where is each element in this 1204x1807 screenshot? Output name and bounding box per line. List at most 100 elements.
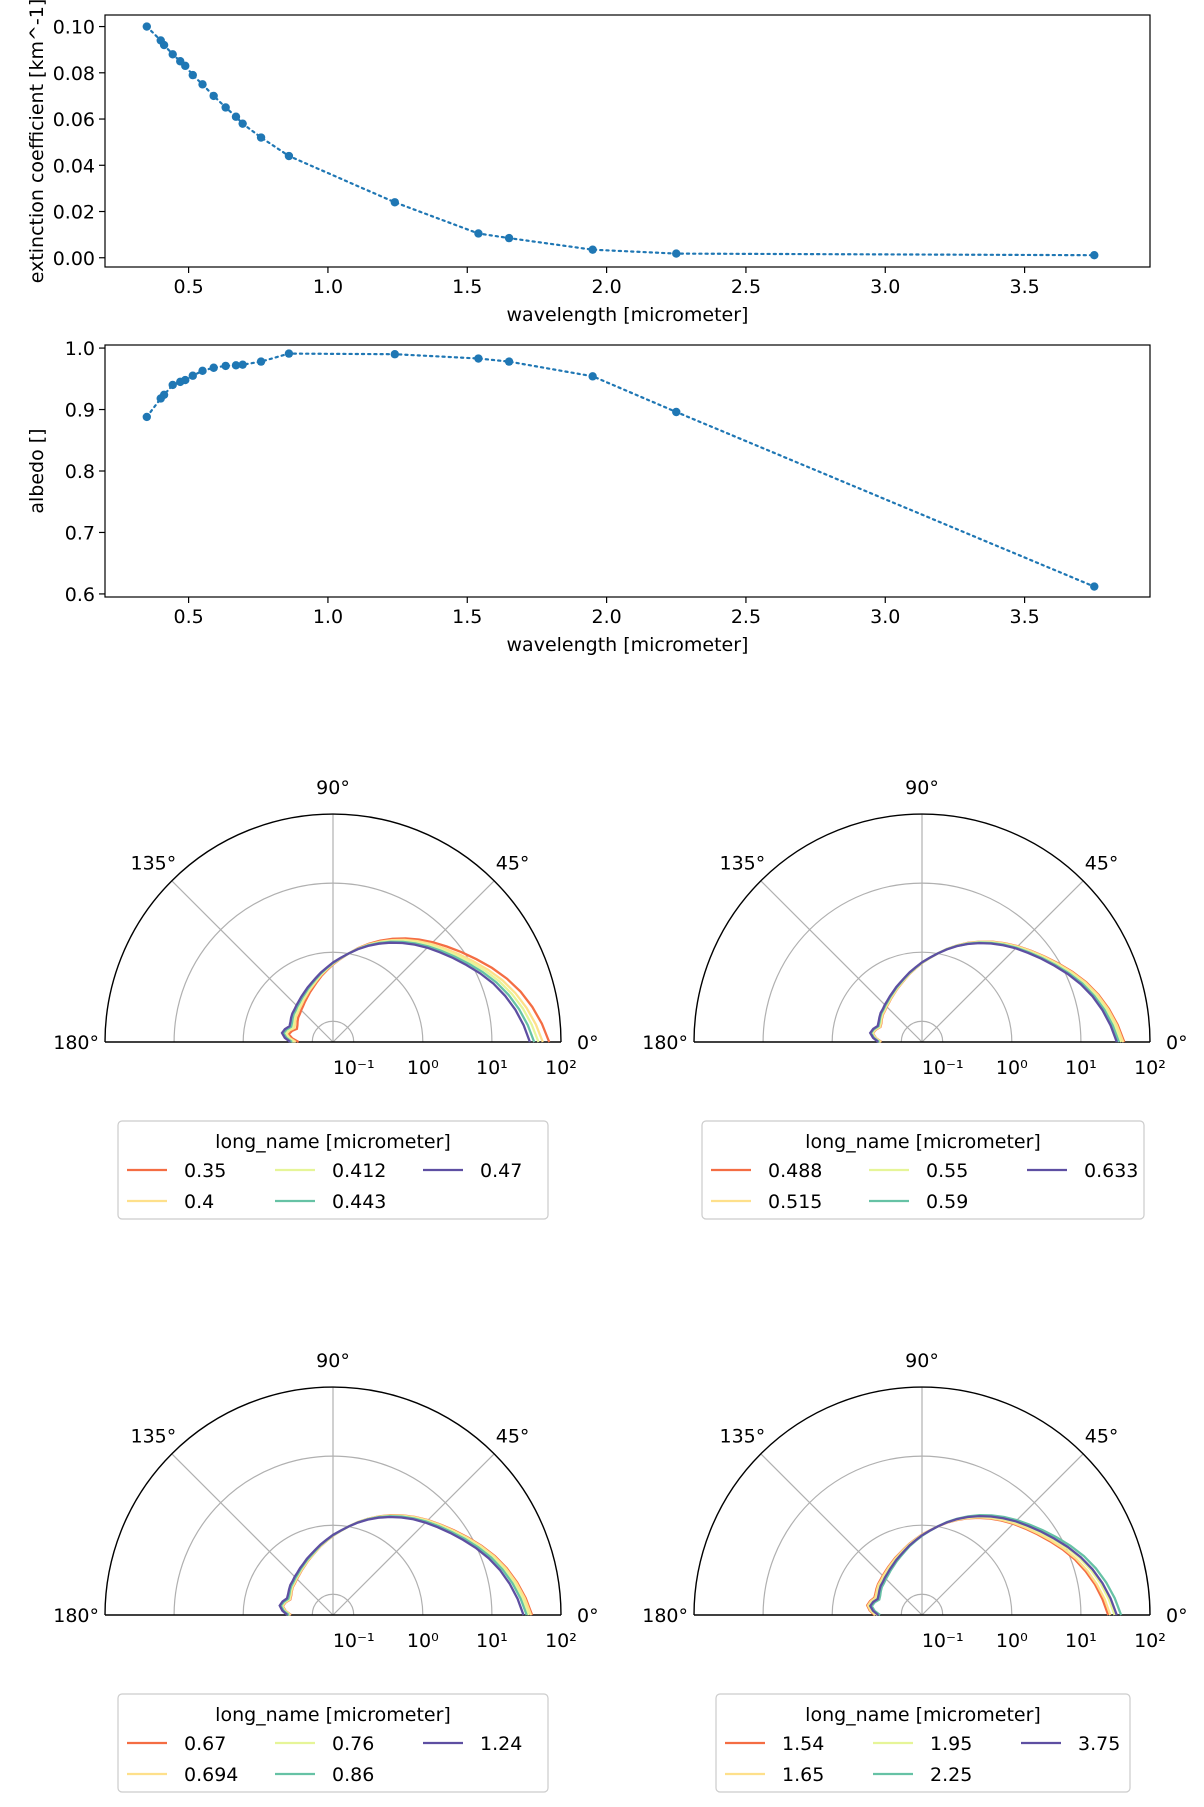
data-point (231, 361, 241, 370)
y-tick-label: 0.04 (53, 155, 95, 177)
phase-curve-1.24 (278, 1515, 525, 1616)
legend-entry: 1.24 (480, 1733, 522, 1755)
polar-frame (104, 813, 562, 1043)
angle-label: 180° (642, 1605, 688, 1627)
y-tick-label: 0.10 (53, 17, 95, 39)
data-point (238, 119, 247, 128)
x-tick-label: 3.0 (870, 606, 900, 628)
data-point (256, 133, 266, 142)
data-point (256, 357, 266, 366)
data-point (188, 70, 197, 80)
phase-curve-0.47 (280, 941, 531, 1043)
radial-tick-label: 10⁻¹ (333, 1057, 375, 1079)
angle-label: 180° (642, 1032, 688, 1054)
legend-entry: 0.76 (332, 1733, 374, 1755)
data-point (168, 50, 177, 59)
legend-entry: 0.35 (184, 1160, 226, 1182)
angle-label: 45° (496, 852, 530, 874)
x-tick-label: 2.0 (591, 606, 621, 628)
data-point (474, 229, 483, 238)
angle-label: 135° (131, 852, 177, 874)
data-point (168, 380, 177, 390)
legend-entry: 1.65 (782, 1764, 824, 1786)
x-tick-label: 3.5 (1009, 276, 1039, 298)
data-point (474, 354, 483, 363)
legend-entry: 0.694 (184, 1764, 238, 1786)
phase-curve-0.35 (287, 937, 551, 1043)
angular-grid-line (760, 1453, 923, 1616)
y-tick-label: 0.9 (65, 400, 95, 422)
data-point (672, 407, 681, 417)
plot-frame (104, 14, 1151, 268)
data-point (390, 198, 400, 207)
x-tick-label: 1.5 (452, 276, 482, 298)
radial-tick-label: 10¹ (476, 1630, 508, 1652)
y-tick-label: 0.02 (53, 202, 95, 224)
legend-entry: 1.95 (930, 1733, 972, 1755)
radial-tick-label: 10¹ (1065, 1057, 1097, 1079)
angle-label: 135° (131, 1425, 177, 1447)
data-point (142, 412, 151, 422)
y-tick-label: 0.08 (53, 63, 95, 85)
phase-curve-0.515 (871, 940, 1125, 1043)
angle-label: 45° (1085, 852, 1119, 874)
x-tick-label: 1.0 (313, 606, 343, 628)
legend-entry: 2.25 (930, 1764, 972, 1786)
series-line (145, 25, 1096, 257)
x-tick-label: 2.5 (731, 276, 761, 298)
angle-label: 45° (1085, 1425, 1119, 1447)
data-point (588, 245, 597, 254)
radial-tick-label: 10⁰ (407, 1057, 439, 1079)
radial-tick-label: 10⁰ (407, 1630, 439, 1652)
x-tick-label: 2.5 (731, 606, 761, 628)
legend-entry: 0.67 (184, 1733, 226, 1755)
legend-entry: 0.4 (184, 1191, 214, 1213)
angle-label: 0° (1166, 1605, 1188, 1627)
data-point (198, 366, 207, 376)
legend-entry: 0.515 (768, 1191, 822, 1213)
radial-tick-label: 10² (1134, 1057, 1166, 1079)
radial-tick-label: 10² (545, 1630, 577, 1652)
x-axis-label: wavelength [micrometer] (507, 304, 749, 326)
radial-tick-label: 10⁰ (996, 1630, 1028, 1652)
data-point (221, 103, 230, 112)
data-point (209, 91, 218, 101)
angular-grid-line (760, 880, 923, 1043)
angular-grid-line (171, 880, 334, 1043)
data-point (284, 151, 294, 161)
data-point (181, 375, 190, 385)
data-point (181, 61, 190, 71)
data-point (188, 371, 197, 380)
angle-label: 0° (1166, 1032, 1188, 1054)
data-point (221, 361, 230, 371)
y-tick-label: 0.8 (65, 461, 95, 483)
phase-function-polar-plot-4: 0° 45° 90° 135° 180° 10⁻¹ 10⁰ 10¹ 10² long_name [… (642, 1350, 1188, 1793)
data-point (159, 390, 169, 399)
radial-tick-label: 10⁻¹ (922, 1057, 964, 1079)
angle-label: 135° (720, 1425, 766, 1447)
legend-entry: 3.75 (1078, 1733, 1120, 1755)
data-point (142, 22, 151, 31)
phase-curve-0.633 (868, 941, 1118, 1043)
data-point (238, 360, 247, 369)
phase-curve-1.65 (866, 1516, 1112, 1616)
legend-entry: 0.488 (768, 1160, 822, 1182)
data-point (1090, 251, 1099, 260)
data-point (284, 349, 294, 358)
polar-frame (104, 1386, 562, 1616)
legend-entry: 0.443 (332, 1191, 386, 1213)
data-point (209, 363, 218, 372)
angle-label: 90° (905, 777, 939, 799)
data-point (504, 233, 514, 243)
phase-function-polar-plot-1: 0° 45° 90° 135° 180° 10⁻¹ 10⁰ 10¹ 10² long_name [… (53, 777, 599, 1220)
legend-entry: 1.54 (782, 1733, 824, 1755)
legend-box (715, 1693, 1131, 1793)
legend-entry: 0.55 (926, 1160, 968, 1182)
legend-title: long_name [micrometer] (215, 1131, 451, 1153)
radial-tick-label: 10² (545, 1057, 577, 1079)
angle-label: 0° (577, 1605, 599, 1627)
data-point (1090, 582, 1099, 591)
radial-tick-label: 10¹ (1065, 1630, 1097, 1652)
legend-box (701, 1120, 1145, 1220)
